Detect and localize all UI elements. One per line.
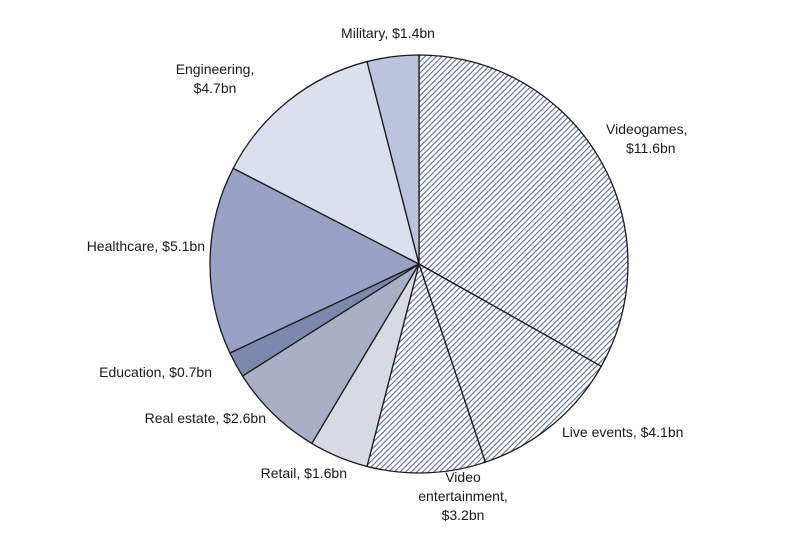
label-education: Education, $0.7bn (99, 364, 212, 380)
pie-slice-military (366, 54, 420, 265)
label-videogames: Videogames, $11.6bn (606, 121, 688, 156)
pie-slice-engineering (232, 60, 420, 265)
label-engineering: Engineering, $4.7bn (175, 61, 255, 96)
pie-slice-healthcare (209, 167, 420, 354)
label-healthcare: Healthcare, $5.1bn (86, 238, 205, 254)
label-real-estate: Real estate, $2.6bn (144, 410, 266, 426)
label-military: Military, $1.4bn (341, 25, 435, 41)
label-video-entertainment: Video entertainment, $3.2bn (418, 469, 508, 523)
pie-slice-real-estate (241, 263, 420, 445)
pie-slice-videogames (418, 54, 629, 367)
label-live-events: Live events, $4.1bn (562, 424, 684, 440)
pie-slice-video-entertainment (366, 263, 487, 474)
pie-slice-live-events (418, 263, 602, 463)
label-retail: Retail, $1.6bn (260, 465, 347, 481)
